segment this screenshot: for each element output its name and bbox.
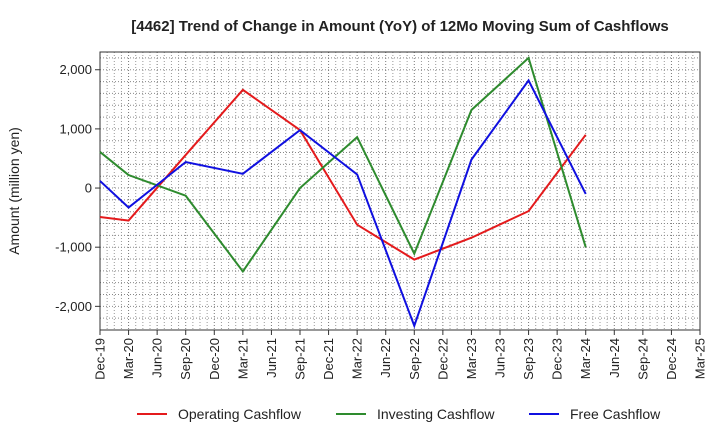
x-tick-label: Dec-22: [435, 338, 450, 380]
x-tick-label: Sep-22: [407, 338, 422, 380]
y-tick-label: -2,000: [55, 299, 92, 314]
series-line-free-cashflow: [99, 78, 587, 329]
x-tick-label: Dec-21: [321, 338, 336, 380]
x-tick-label: Mar-25: [693, 338, 708, 379]
legend: Operating Cashflow Investing Cashflow Free…: [137, 406, 661, 422]
x-tick-label: Mar-22: [350, 338, 365, 379]
x-tick-label: Mar-24: [578, 338, 593, 379]
x-tick-label: Jun-23: [493, 338, 508, 378]
x-tick-label: Dec-20: [207, 338, 222, 380]
x-tick-label: Sep-21: [293, 338, 308, 380]
legend-label: Operating Cashflow: [178, 406, 302, 422]
legend-label: Free Cashflow: [570, 406, 661, 422]
plot-area: -2,000 -1,000 0 1,000 2,000 Dec-19 Mar-20 Jun-2…: [55, 51, 708, 380]
x-tick-label: Sep-24: [635, 338, 650, 380]
x-tick-label: Sep-20: [178, 338, 193, 380]
y-tick-label: 1,000: [59, 121, 92, 136]
x-tick-label: Mar-23: [464, 338, 479, 379]
x-tick-label: Mar-21: [235, 338, 250, 379]
x-tick-label: Dec-19: [93, 338, 108, 380]
chart-title: [4462] Trend of Change in Amount (YoY) o…: [131, 18, 669, 35]
x-tick-label: Mar-20: [121, 338, 136, 379]
x-tick-label: Jun-24: [607, 338, 622, 378]
x-tick-label: Jun-21: [264, 338, 279, 378]
plot-frame: [99, 51, 701, 331]
x-tick-label: Jun-22: [378, 338, 393, 378]
legend-label: Investing Cashflow: [377, 406, 495, 422]
series-line-operating-cashflow: [99, 88, 587, 261]
y-tick-label: 0: [85, 181, 92, 196]
x-tick-label: Dec-23: [550, 338, 565, 380]
x-tick-label: Jun-20: [150, 338, 165, 378]
y-axis-title: Amount (million yen): [6, 127, 22, 255]
x-tick-label: Sep-23: [521, 338, 536, 380]
y-tick-label: 2,000: [59, 62, 92, 77]
y-tick-label: -1,000: [55, 240, 92, 255]
x-tick-label: Dec-24: [664, 338, 679, 380]
